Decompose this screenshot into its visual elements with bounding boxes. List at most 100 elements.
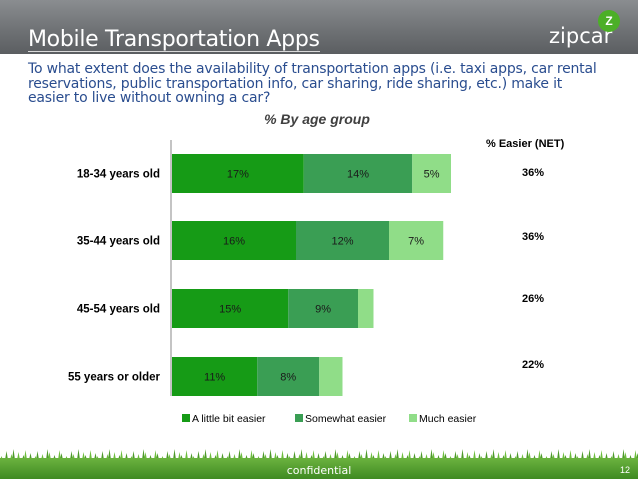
legend-label: A little bit easier bbox=[192, 413, 266, 425]
grass-blade bbox=[600, 450, 603, 460]
legend-label: Much easier bbox=[419, 413, 477, 425]
net-value-label: 26% bbox=[522, 293, 544, 305]
grass-blade bbox=[408, 450, 411, 460]
grass-blade bbox=[504, 450, 507, 460]
grass-blade bbox=[120, 450, 123, 460]
grass-blade bbox=[173, 449, 176, 460]
data-label: 9% bbox=[315, 304, 331, 316]
grass-blade bbox=[197, 451, 200, 460]
grass-blade bbox=[12, 449, 15, 460]
data-label: 12% bbox=[331, 236, 353, 248]
bar-segment bbox=[172, 289, 289, 328]
data-label: 5% bbox=[424, 169, 440, 181]
grass-blade bbox=[377, 450, 380, 460]
grass-blade bbox=[300, 449, 303, 460]
grass-blade bbox=[442, 450, 445, 460]
grass-blade bbox=[281, 450, 284, 460]
grass-blade bbox=[166, 451, 169, 460]
grass-blade bbox=[58, 450, 61, 460]
grass-blade bbox=[334, 449, 337, 460]
grass-blade bbox=[154, 450, 157, 460]
grass-blade bbox=[312, 450, 315, 460]
data-label: 8% bbox=[280, 372, 296, 384]
data-label: 7% bbox=[408, 236, 424, 248]
data-label: 15% bbox=[219, 304, 241, 316]
grass-blade bbox=[588, 449, 591, 460]
legend-swatch bbox=[409, 414, 417, 422]
page-number: 12 bbox=[619, 465, 630, 475]
footer-confidential: confidential bbox=[286, 464, 352, 477]
grass-blade bbox=[516, 451, 519, 460]
grass-blade bbox=[132, 451, 135, 460]
bar-segment bbox=[288, 289, 358, 328]
grass-blade bbox=[526, 449, 529, 460]
data-label: 14% bbox=[347, 169, 369, 181]
grass-blade bbox=[346, 450, 349, 460]
grass-blade bbox=[89, 450, 92, 460]
grass-blade bbox=[389, 451, 392, 460]
grass-blade bbox=[634, 450, 637, 460]
grass-blade bbox=[581, 451, 584, 460]
grass-blade bbox=[293, 451, 296, 460]
grass-blade bbox=[204, 449, 207, 460]
grass-blade bbox=[70, 451, 73, 460]
grass-blade bbox=[454, 451, 457, 460]
grass-blade bbox=[269, 449, 272, 460]
grass-blade bbox=[557, 449, 560, 460]
brand-badge-icon: Z bbox=[598, 10, 620, 32]
chart-subtitle: % By age group bbox=[0, 111, 638, 127]
legend-swatch bbox=[295, 414, 303, 422]
grass-blade bbox=[430, 449, 433, 460]
legend-label: Somewhat easier bbox=[305, 413, 387, 425]
grass-blade bbox=[420, 451, 423, 460]
grass-blade bbox=[461, 449, 464, 460]
bar-segment bbox=[172, 221, 296, 260]
grass-blade bbox=[622, 449, 625, 460]
bar-segment bbox=[257, 357, 320, 396]
grass-blade bbox=[77, 449, 80, 460]
category-label: 18-34 years old bbox=[77, 169, 160, 181]
footer-bar bbox=[0, 458, 638, 479]
data-label: 16% bbox=[223, 236, 245, 248]
bar-segment bbox=[389, 221, 444, 260]
survey-question: To what extent does the availability of … bbox=[28, 61, 597, 106]
net-value-label: 36% bbox=[522, 167, 544, 179]
grass-blade bbox=[46, 449, 49, 460]
net-column-header: % Easier (NET) bbox=[486, 138, 565, 150]
grass-blade bbox=[324, 451, 327, 460]
grass-blade bbox=[365, 449, 368, 460]
title-underline bbox=[28, 51, 320, 52]
slide-title: Mobile Transportation Apps bbox=[28, 27, 320, 52]
grass-blade bbox=[250, 450, 253, 460]
grass-blade bbox=[5, 451, 8, 460]
category-label: 35-44 years old bbox=[77, 236, 160, 248]
grass-blade bbox=[108, 449, 111, 460]
data-label: 11% bbox=[204, 372, 225, 384]
header-bar bbox=[0, 0, 638, 54]
grass-blade bbox=[550, 451, 553, 460]
bar-segment bbox=[303, 154, 413, 193]
bar-segment bbox=[358, 289, 374, 328]
net-value-label: 36% bbox=[522, 231, 544, 243]
bar-segment bbox=[172, 357, 258, 396]
data-label: 17% bbox=[227, 169, 249, 181]
chart-subtitle-text: % By age group bbox=[264, 111, 370, 127]
grass-blade bbox=[238, 449, 241, 460]
category-label: 45-54 years old bbox=[77, 304, 160, 316]
net-value-label: 22% bbox=[522, 359, 544, 371]
bar-segment bbox=[412, 154, 451, 193]
stacked-bar-chart: 18-34 years old 17% 14% 5% 36% 35-44 years ol… bbox=[68, 140, 544, 425]
category-label: 55 years or older bbox=[68, 372, 161, 384]
grass-blade bbox=[492, 449, 495, 460]
grass-blade bbox=[485, 451, 488, 460]
grass-blade bbox=[396, 449, 399, 460]
grass-blade bbox=[216, 450, 219, 460]
grass-blade bbox=[612, 451, 615, 460]
grass-blade bbox=[538, 450, 541, 460]
grass-blade bbox=[569, 450, 572, 460]
grass-blade bbox=[228, 451, 231, 460]
grass-blade bbox=[101, 451, 104, 460]
grass-blade bbox=[262, 451, 265, 460]
grass-blade bbox=[358, 451, 361, 460]
bar-segment bbox=[319, 357, 343, 396]
